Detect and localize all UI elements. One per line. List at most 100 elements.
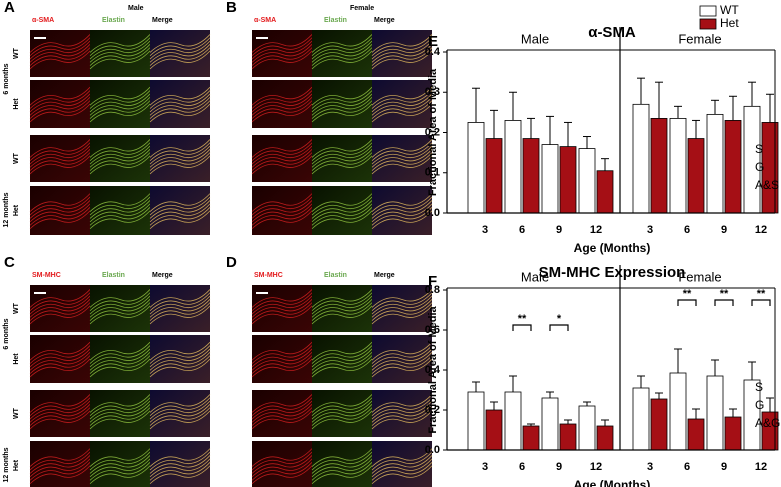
genotype-label: WT: [13, 407, 20, 419]
chart-letter: E: [428, 33, 438, 50]
fiber: [251, 47, 313, 66]
fiber: [89, 50, 151, 70]
fiber: [29, 292, 91, 312]
fiber: [311, 404, 373, 423]
micrograph: [312, 30, 372, 77]
fiber: [149, 145, 211, 165]
fiber: [89, 145, 151, 165]
fiber: [371, 47, 433, 66]
bar: [706, 113, 724, 214]
fiber: [149, 289, 211, 308]
fiber: [29, 341, 91, 361]
x-tick-label: 9: [556, 461, 562, 473]
fiber: [251, 142, 313, 162]
fiber: [149, 292, 211, 312]
fiber: [29, 289, 91, 308]
fiber: [149, 90, 211, 109]
fiber: [29, 397, 91, 417]
fiber: [311, 305, 373, 325]
fiber: [149, 465, 211, 485]
fiber: [371, 103, 433, 123]
fiber: [89, 352, 151, 371]
fiber: [311, 295, 373, 315]
stain-label: Elastin: [324, 17, 347, 24]
micrograph: [150, 30, 210, 77]
fiber: [371, 358, 433, 378]
fiber: [371, 97, 433, 116]
bar: [578, 405, 596, 451]
fiber: [311, 193, 373, 212]
fiber: [311, 348, 373, 368]
fiber: [149, 299, 211, 318]
fiber: [149, 207, 211, 226]
fiber: [371, 465, 433, 485]
fiber: [29, 207, 91, 226]
fiber: [371, 455, 433, 474]
stain-label: Elastin: [102, 272, 125, 279]
fiber: [89, 305, 151, 325]
bar: [761, 122, 779, 214]
fiber: [29, 299, 91, 318]
fiber: [311, 292, 373, 312]
fiber: [311, 299, 373, 318]
fiber: [371, 50, 433, 70]
fiber: [371, 458, 433, 478]
fiber: [149, 410, 211, 430]
fiber: [89, 90, 151, 109]
fiber: [89, 295, 151, 315]
fiber: [311, 341, 373, 361]
fiber: [371, 352, 433, 371]
group-label: Female: [678, 269, 721, 284]
fiber: [29, 37, 91, 57]
fiber: [371, 196, 433, 216]
fiber: [311, 462, 373, 481]
panel-letter: A: [4, 0, 15, 16]
micrograph: [312, 135, 372, 182]
fiber: [251, 397, 313, 417]
bar: [467, 122, 485, 214]
bar: [504, 391, 522, 451]
fiber: [89, 345, 151, 364]
fiber: [29, 458, 91, 478]
fiber: [371, 305, 433, 325]
age-label: 6 months: [3, 318, 10, 349]
fiber: [29, 345, 91, 364]
fiber: [89, 207, 151, 226]
fiber: [149, 404, 211, 423]
fiber: [371, 462, 433, 481]
fiber: [371, 90, 433, 109]
fiber: [149, 50, 211, 70]
fiber: [311, 97, 373, 116]
fiber: [251, 139, 313, 158]
fiber: [311, 34, 373, 53]
fiber: [251, 44, 313, 63]
fiber: [89, 155, 151, 175]
fiber: [251, 404, 313, 423]
fiber: [311, 355, 373, 374]
fiber: [29, 152, 91, 171]
fiber: [29, 149, 91, 168]
fiber: [29, 355, 91, 374]
bar: [669, 372, 687, 451]
fiber: [311, 47, 373, 66]
fiber: [371, 210, 433, 230]
bar: [632, 103, 650, 214]
significance-label: *: [557, 313, 562, 325]
fiber: [149, 302, 211, 321]
fiber: [149, 152, 211, 171]
fiber: [311, 397, 373, 417]
fiber: [311, 455, 373, 474]
fiber: [149, 97, 211, 116]
fiber: [89, 455, 151, 474]
fiber: [29, 34, 91, 53]
fiber: [251, 462, 313, 481]
fiber: [149, 341, 211, 361]
fiber: [89, 210, 151, 230]
fiber: [251, 305, 313, 325]
y-tick-label: 0.0: [425, 207, 440, 219]
fiber: [89, 97, 151, 116]
genotype-label: WT: [13, 302, 20, 314]
legend-swatch: [699, 5, 717, 17]
age-label: 12 months: [3, 192, 10, 227]
fiber: [29, 404, 91, 423]
